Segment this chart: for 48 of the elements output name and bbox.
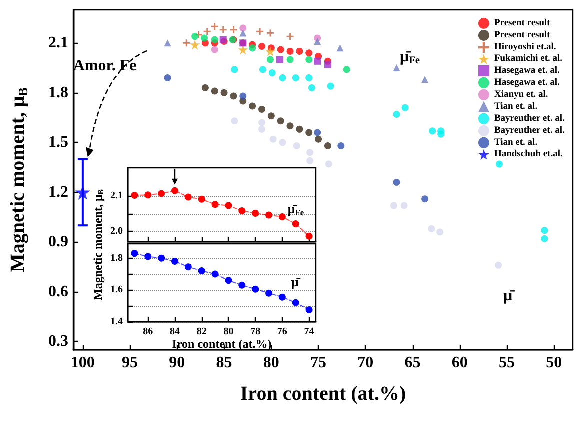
legend-label: Hasegawa et. al. — [494, 66, 560, 76]
x-tick-label: 95 — [122, 354, 138, 372]
x-tick-label: 60 — [452, 354, 468, 372]
legend-label: Fukamichi et. al. — [494, 54, 563, 64]
annotation: μ̄ — [503, 288, 516, 304]
x-tick-label: 84 — [170, 326, 180, 338]
x-tick-label: 70 — [358, 354, 374, 372]
x-axis-title: Iron content (at.%) — [172, 337, 272, 351]
y-axis-title: Magnetic moment, μB — [7, 87, 30, 272]
legend-label: Bayreuther et. al. — [494, 126, 565, 136]
legend-label: Present result — [494, 30, 552, 40]
annotation: μ̄ — [291, 274, 301, 290]
x-axis-title: Iron content (at.%) — [240, 383, 406, 405]
legend-label: Xianyu et. al. — [494, 90, 548, 100]
x-tick-label: 78 — [250, 326, 261, 338]
x-tick-label: 76 — [277, 326, 288, 338]
y-tick-label: 0.9 — [48, 234, 68, 251]
x-tick-label: 50 — [546, 354, 562, 372]
y-tick-label: 1.4 — [110, 316, 123, 328]
legend-label: Tian et. al. — [494, 138, 538, 148]
y-tick-label: 1.6 — [110, 284, 123, 296]
y-tick-label: 2.1 — [110, 190, 123, 202]
x-tick-label: 65 — [404, 354, 421, 372]
y-tick-label: 2.1 — [48, 34, 68, 52]
y-tick-label: 1.8 — [110, 252, 123, 264]
legend-label: Bayreuther et. al. — [494, 114, 565, 124]
y-tick-label: 2.0 — [110, 226, 123, 237]
x-tick-label: 90 — [169, 354, 186, 372]
legend-label: Present result — [494, 18, 552, 28]
legend-label: Hiroyoshi et.al. — [494, 42, 556, 52]
annotation: Amor. Fe — [73, 58, 137, 74]
x-tick-label: 80 — [263, 354, 280, 372]
x-tick-label: 80 — [224, 326, 234, 338]
x-tick-label: 100 — [70, 354, 95, 372]
x-tick-label: 86 — [143, 326, 154, 338]
x-tick-label: 74 — [304, 326, 314, 338]
y-tick-label: 0.3 — [48, 333, 68, 350]
legend-label: Tian et. al. — [494, 102, 538, 112]
legend-label: Handschuh et.al. — [494, 150, 563, 160]
y-tick-label: 1.8 — [48, 84, 68, 102]
x-tick-label: 55 — [499, 354, 516, 372]
x-tick-label: 82 — [196, 326, 207, 338]
x-tick-label: 75 — [310, 354, 327, 372]
y-tick-label: 1.5 — [48, 134, 68, 152]
legend-label: Hasegawa et. al. — [494, 78, 560, 88]
y-tick-label: 1.2 — [48, 184, 68, 201]
y-tick-label: 0.6 — [48, 283, 68, 300]
x-tick-label: 85 — [216, 354, 232, 372]
